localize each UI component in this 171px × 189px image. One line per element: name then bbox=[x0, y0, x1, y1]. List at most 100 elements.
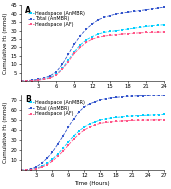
Headspace (AF) bbox=[126, 119, 128, 122]
Total (AnMBR) bbox=[25, 169, 27, 171]
Headspace (AnMBR) bbox=[158, 114, 160, 116]
Headspace (AF) bbox=[121, 120, 123, 122]
Headspace (AF) bbox=[115, 33, 117, 36]
Headspace (AnMBR) bbox=[35, 167, 37, 169]
Total (AnMBR) bbox=[163, 94, 165, 96]
Total (AnMBR) bbox=[19, 169, 22, 171]
Headspace (AF) bbox=[41, 166, 43, 168]
Headspace (AnMBR) bbox=[49, 76, 51, 78]
Total (AnMBR) bbox=[85, 28, 87, 30]
Headspace (AnMBR) bbox=[147, 114, 149, 116]
Y-axis label: Cumulative H₂ (mmol): Cumulative H₂ (mmol) bbox=[3, 102, 9, 163]
Total (AnMBR) bbox=[61, 63, 63, 65]
Headspace (AnMBR) bbox=[51, 158, 54, 160]
Headspace (AnMBR) bbox=[142, 114, 144, 116]
Headspace (AnMBR) bbox=[19, 169, 22, 171]
Headspace (AnMBR) bbox=[99, 119, 101, 121]
Total (AnMBR) bbox=[19, 80, 22, 82]
Headspace (AnMBR) bbox=[73, 135, 75, 137]
Headspace (AF) bbox=[31, 79, 34, 82]
Headspace (AF) bbox=[43, 78, 45, 81]
Headspace (AnMBR) bbox=[19, 80, 22, 82]
Total (AnMBR) bbox=[126, 95, 128, 97]
Headspace (AF) bbox=[147, 119, 149, 121]
Legend: Headspace (AnMBR), Total (AnMBR), Headspace (AF): Headspace (AnMBR), Total (AnMBR), Headsp… bbox=[27, 10, 85, 28]
Headspace (AnMBR) bbox=[79, 44, 81, 46]
Headspace (AnMBR) bbox=[61, 67, 63, 70]
Text: A: A bbox=[25, 6, 31, 15]
Headspace (AF) bbox=[133, 32, 135, 34]
Headspace (AF) bbox=[158, 119, 160, 121]
Total (AnMBR) bbox=[91, 23, 93, 25]
Headspace (AF) bbox=[89, 126, 91, 128]
Headspace (AF) bbox=[35, 168, 37, 170]
Headspace (AF) bbox=[99, 122, 101, 125]
Headspace (AnMBR) bbox=[37, 79, 40, 81]
Total (AnMBR) bbox=[103, 16, 105, 18]
Headspace (AF) bbox=[142, 119, 144, 121]
Total (AnMBR) bbox=[110, 97, 112, 99]
Headspace (AnMBR) bbox=[25, 80, 28, 82]
Total (AnMBR) bbox=[67, 53, 69, 55]
Headspace (AnMBR) bbox=[121, 116, 123, 118]
Total (AnMBR) bbox=[121, 12, 123, 14]
Headspace (AnMBR) bbox=[105, 118, 107, 120]
Headspace (AnMBR) bbox=[157, 24, 159, 26]
Headspace (AnMBR) bbox=[94, 121, 96, 123]
Headspace (AF) bbox=[157, 31, 159, 33]
Headspace (AnMBR) bbox=[126, 115, 128, 118]
Total (AnMBR) bbox=[55, 71, 57, 73]
Headspace (AF) bbox=[30, 169, 32, 171]
Headspace (AF) bbox=[37, 79, 40, 81]
Headspace (AnMBR) bbox=[131, 115, 133, 117]
Total (AnMBR) bbox=[46, 157, 48, 159]
Total (AnMBR) bbox=[51, 151, 54, 153]
Headspace (AnMBR) bbox=[85, 39, 87, 41]
Total (AnMBR) bbox=[153, 94, 155, 96]
Headspace (AnMBR) bbox=[145, 25, 147, 28]
Headspace (AnMBR) bbox=[46, 162, 48, 164]
Total (AnMBR) bbox=[62, 135, 64, 137]
Line: Headspace (AnMBR): Headspace (AnMBR) bbox=[19, 24, 165, 82]
Total (AnMBR) bbox=[73, 43, 75, 45]
Headspace (AF) bbox=[115, 120, 117, 122]
Headspace (AF) bbox=[103, 35, 105, 37]
Total (AnMBR) bbox=[105, 98, 107, 100]
Total (AnMBR) bbox=[131, 95, 133, 97]
Total (AnMBR) bbox=[73, 118, 75, 120]
Headspace (AnMBR) bbox=[91, 35, 93, 38]
Headspace (AnMBR) bbox=[133, 27, 135, 29]
Headspace (AnMBR) bbox=[136, 115, 139, 117]
Total (AnMBR) bbox=[49, 74, 51, 77]
Headspace (AnMBR) bbox=[31, 79, 34, 82]
Total (AnMBR) bbox=[142, 94, 144, 97]
Total (AnMBR) bbox=[136, 95, 139, 97]
Headspace (AF) bbox=[163, 31, 165, 33]
Headspace (AnMBR) bbox=[139, 26, 141, 28]
Headspace (AF) bbox=[163, 119, 165, 121]
Headspace (AnMBR) bbox=[73, 50, 75, 53]
Total (AnMBR) bbox=[109, 14, 111, 17]
Line: Total (AnMBR): Total (AnMBR) bbox=[19, 6, 165, 82]
Headspace (AnMBR) bbox=[43, 78, 45, 80]
Headspace (AF) bbox=[109, 34, 111, 36]
Y-axis label: Cumulative H₂ (mmol): Cumulative H₂ (mmol) bbox=[3, 12, 9, 74]
Headspace (AF) bbox=[94, 124, 96, 126]
Headspace (AF) bbox=[25, 80, 28, 82]
Headspace (AF) bbox=[85, 41, 87, 43]
Headspace (AF) bbox=[55, 74, 57, 76]
Headspace (AF) bbox=[97, 36, 99, 39]
Total (AnMBR) bbox=[43, 77, 45, 79]
Headspace (AnMBR) bbox=[78, 130, 80, 132]
Headspace (AnMBR) bbox=[55, 73, 57, 75]
Headspace (AF) bbox=[61, 68, 63, 70]
Headspace (AF) bbox=[67, 144, 69, 146]
Headspace (AnMBR) bbox=[30, 168, 32, 171]
Headspace (AF) bbox=[110, 121, 112, 123]
Headspace (AF) bbox=[136, 119, 139, 121]
Headspace (AnMBR) bbox=[121, 29, 123, 31]
Headspace (AnMBR) bbox=[163, 24, 165, 26]
Headspace (AF) bbox=[131, 119, 133, 122]
Total (AnMBR) bbox=[147, 94, 149, 96]
Total (AnMBR) bbox=[158, 94, 160, 96]
